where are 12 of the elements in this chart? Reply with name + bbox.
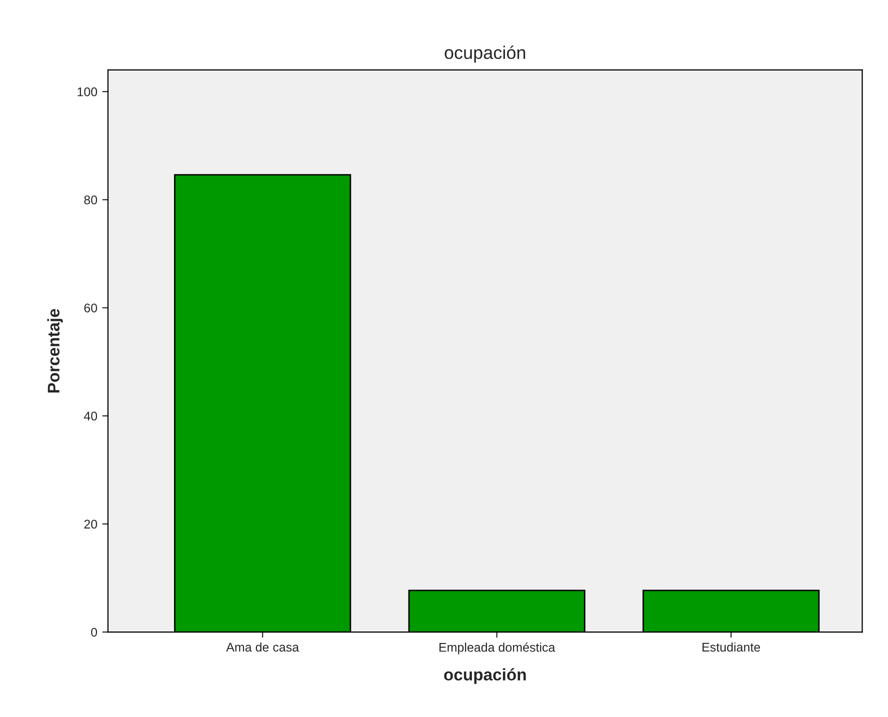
y-tick-label: 40 [84, 412, 98, 421]
y-tick-label: 20 [84, 520, 98, 529]
y-tick-label: 80 [84, 195, 98, 204]
x-tick-label: Estudiante [702, 642, 760, 652]
y-tick-label: 60 [84, 304, 98, 312]
y-tick-label: 0 [91, 628, 98, 637]
chart-title: ocupación [444, 46, 526, 63]
y-tick-label: 100 [78, 87, 98, 96]
x-axis-title: ocupación [444, 668, 526, 684]
y-axis-title: Porcentaje [47, 308, 63, 392]
x-tick-label: Empleada doméstica [439, 642, 556, 654]
x-tick-label: Ama de casa [226, 642, 300, 652]
